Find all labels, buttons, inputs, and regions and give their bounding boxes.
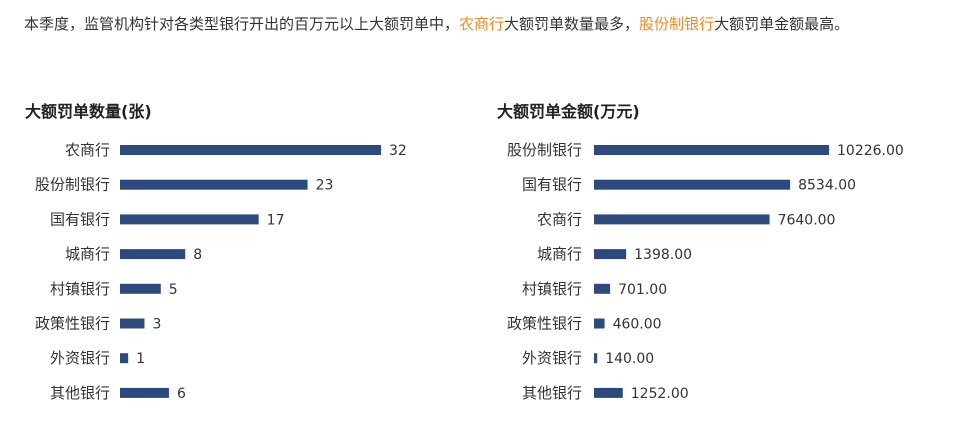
intro-highlight-rural-banks: 农商行 — [459, 15, 505, 33]
amount-bar — [594, 353, 598, 364]
count-category-label: 城商行 — [65, 245, 110, 263]
amount-value-label: 1252.00 — [631, 386, 689, 402]
count-category-label: 政策性银行 — [35, 315, 110, 333]
amount-category-label: 股份制银行 — [507, 141, 582, 159]
amount-value-label: 460.00 — [613, 317, 662, 333]
count-category-label: 村镇银行 — [50, 280, 110, 298]
intro-text-part1: 本季度，监管机构针对各类型银行开出的百万元以上大额罚单中， — [24, 15, 460, 33]
bar-chart-count: 农商行 32 股份制银行 23 国有银行 17 城商行 8 村镇银行 5 政策性银行 3 外资银行 1 其他… — [35, 141, 407, 402]
amount-category-label: 其他银行 — [522, 384, 582, 402]
amount-value-label: 8534.00 — [798, 178, 856, 194]
count-bar — [120, 249, 186, 260]
count-bar — [120, 179, 308, 190]
intro-text-part3: 大额罚单金额最高。 — [714, 15, 850, 33]
amount-bar — [594, 179, 791, 190]
amount-value-label: 7640.00 — [778, 212, 836, 228]
amount-value-label: 10226.00 — [837, 143, 904, 159]
count-value-label: 32 — [389, 143, 407, 159]
count-category-label: 农商行 — [65, 141, 110, 159]
intro-paragraph: 本季度，监管机构针对各类型银行开出的百万元以上大额罚单中，农商行大额罚单数量最多… — [24, 8, 949, 40]
count-value-label: 17 — [267, 212, 285, 228]
amount-category-label: 外资银行 — [522, 349, 582, 367]
amount-category-label: 村镇银行 — [522, 280, 582, 298]
count-category-label: 股份制银行 — [35, 176, 110, 194]
amount-bar — [594, 214, 770, 225]
amount-bar — [594, 283, 611, 294]
count-value-label: 3 — [152, 317, 161, 333]
amount-bar — [594, 145, 829, 155]
amount-value-label: 140.00 — [605, 351, 654, 367]
amount-value-label: 701.00 — [618, 282, 667, 298]
amount-category-label: 政策性银行 — [507, 315, 582, 333]
chart-title-amount: 大额罚单金额(万元) — [497, 102, 640, 121]
count-value-label: 1 — [136, 351, 145, 367]
count-bar — [120, 214, 259, 225]
bar-chart-amount: 股份制银行 10226.00 国有银行 8534.00 农商行 7640.00 城商行 139… — [507, 141, 904, 402]
count-category-label: 外资银行 — [50, 349, 110, 367]
count-category-label: 其他银行 — [50, 384, 110, 402]
amount-value-label: 1398.00 — [634, 247, 692, 263]
count-category-label: 国有银行 — [50, 210, 110, 228]
amount-category-label: 城商行 — [537, 245, 582, 263]
count-bar — [120, 318, 145, 329]
count-bar — [120, 145, 381, 155]
count-value-label: 23 — [316, 178, 334, 194]
count-value-label: 8 — [193, 247, 202, 263]
count-value-label: 5 — [169, 282, 178, 298]
chart-title-count: 大额罚单数量(张) — [25, 102, 152, 121]
count-bar — [120, 353, 129, 364]
intro-highlight-joint-stock-banks: 股份制银行 — [639, 15, 715, 33]
count-bar — [120, 387, 169, 398]
intro-text-part2: 大额罚单数量最多， — [504, 15, 640, 33]
amount-bar — [594, 318, 605, 329]
count-bar — [120, 283, 161, 294]
amount-bar — [594, 387, 623, 398]
amount-category-label: 农商行 — [537, 210, 582, 228]
count-value-label: 6 — [177, 386, 186, 402]
amount-category-label: 国有银行 — [522, 176, 582, 194]
amount-bar — [594, 249, 627, 260]
